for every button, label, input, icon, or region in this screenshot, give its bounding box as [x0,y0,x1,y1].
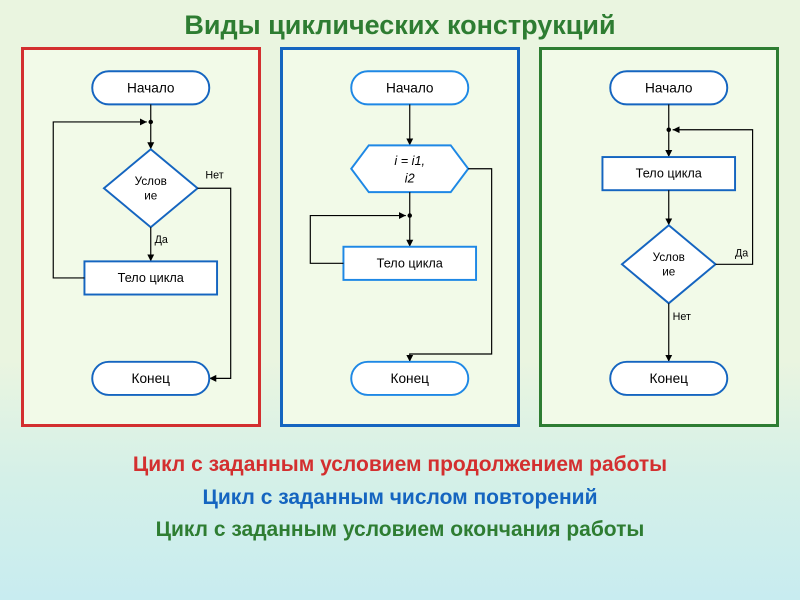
panel-precondition: Начало Услов ие Да Тело цикла Нет Конец [21,47,261,427]
caption-precondition: Цикл с заданным условием продолжением ра… [0,449,800,482]
pre-cond-l2: ие [144,190,157,203]
for-hex1: i = i1, [394,154,425,168]
for-body: Тело цикла [377,256,444,270]
pre-no: Нет [205,170,223,182]
post-yes: Да [735,248,748,260]
caption-counter: Цикл с заданным числом повторений [0,482,800,515]
caption-postcondition: Цикл с заданным условием окончания работ… [0,514,800,547]
flow-pre: Начало Услов ие Да Тело цикла Нет Конец [24,50,258,424]
pre-yes: Да [154,234,167,246]
post-cond-l1: Услов [653,251,685,264]
post-body: Тело цикла [636,167,703,181]
pre-cond-l1: Услов [134,175,166,188]
pre-end: Конец [131,371,170,386]
for-hex2: i2 [405,172,415,186]
for-end: Конец [391,371,430,386]
flow-post: Начало Тело цикла Услов ие Да Нет Конец [542,50,776,424]
page-title: Виды циклических конструкций [0,0,800,47]
post-end: Конец [650,371,689,386]
flow-for: Начало i = i1, i2 Тело цикла Конец [283,50,517,424]
pre-start: Начало [127,80,175,95]
pre-body: Тело цикла [117,271,184,285]
post-no: Нет [673,311,691,323]
post-cond-l2: ие [663,266,676,279]
for-start: Начало [386,80,434,95]
panel-counter: Начало i = i1, i2 Тело цикла Конец [280,47,520,427]
post-start: Начало [645,80,693,95]
panels-row: Начало Услов ие Да Тело цикла Нет Конец [0,47,800,427]
panel-postcondition: Начало Тело цикла Услов ие Да Нет Конец [539,47,779,427]
captions: Цикл с заданным условием продолжением ра… [0,449,800,547]
